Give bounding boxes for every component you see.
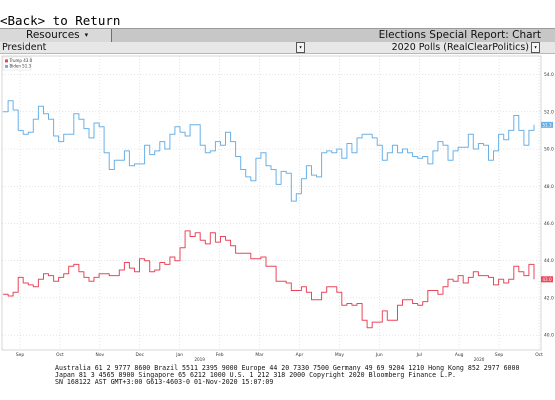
footer-line-2: Japan 81 3 4565 8900 Singapore 65 6212 1… (55, 371, 456, 379)
x-tick-label: May (335, 352, 344, 358)
x-tick-label: Oct (56, 352, 64, 358)
last-value-text-trump: 43.0 (542, 277, 552, 282)
y-tick-label: 52.0 (544, 109, 554, 115)
last-value-tag-trump (541, 276, 553, 283)
y-tick-label: 40.0 (544, 333, 554, 339)
x-tick-label: Oct (535, 352, 543, 358)
footer-contacts: Australia 61 2 9777 8600 Brazil 5511 239… (55, 365, 555, 386)
y-tick-label: 42.0 (544, 295, 554, 301)
series-line-biden (3, 100, 535, 202)
toolbar: Resources ▾ Elections Special Report: Cha… (0, 28, 555, 42)
poll-source-select[interactable]: 2020 Polls (RealClearPolitics) (304, 42, 541, 53)
legend-label-biden: Biden 51.3 (10, 64, 32, 69)
resources-menu-button[interactable]: Resources ▾ (0, 29, 112, 42)
y-tick-label: 44.0 (544, 258, 554, 264)
report-title: Elections Special Report: Chart (378, 29, 541, 41)
selector-bar: President ▾ 2020 Polls (RealClearPolitic… (0, 42, 555, 54)
x-tick-label: Sep (495, 352, 503, 358)
x-tick-label: Jul (416, 352, 422, 358)
x-tick-label: Apr (296, 352, 304, 358)
footer-line-1: Australia 61 2 9777 8600 Brazil 5511 239… (55, 364, 520, 372)
polls-line-chart: 40.0 42.0 44.0 46.0 48.0 50.0 52.0 54.0 Sep Oct No… (1, 55, 554, 362)
x-tick-label: Feb (216, 352, 224, 358)
y-tick-label: 54.0 (544, 72, 554, 78)
back-to-return-link[interactable]: <Back> to Return (0, 13, 121, 28)
poll-source-value: 2020 Polls (RealClearPolitics) (391, 42, 529, 53)
legend-label-trump: Trump 43.0 (9, 58, 33, 63)
race-select[interactable]: President (0, 42, 304, 53)
x-tick-label: Dec (136, 352, 145, 358)
x-tick-label: Aug (455, 352, 464, 358)
resources-label: Resources (26, 29, 80, 41)
x-tick-label: Nov (96, 352, 105, 358)
x-tick-label: Jun (375, 352, 383, 358)
year-label: 2020 (474, 357, 485, 362)
y-tick-label: 50.0 (544, 147, 554, 153)
x-tick-label: Jan (175, 352, 183, 358)
year-label: 2019 (194, 357, 205, 362)
legend-box (2, 56, 32, 71)
last-value-tag-biden (541, 121, 553, 128)
legend-swatch-biden (5, 64, 8, 68)
race-select-value: President (2, 42, 47, 53)
plot-frame (1, 55, 542, 351)
legend-swatch-trump (5, 59, 8, 63)
footer-line-3: SN 168122 AST GMT+3:00 G613-4603-0 01-No… (55, 378, 274, 386)
series-line-trump (3, 230, 535, 329)
poll-source-dropdown-icon[interactable]: ▾ (531, 42, 540, 53)
x-tick-label: Sep (16, 352, 24, 358)
y-tick-label: 46.0 (544, 221, 554, 227)
x-tick-label: Mar (255, 352, 263, 358)
last-value-text-biden: 51.3 (542, 122, 552, 127)
y-tick-label: 48.0 (544, 184, 554, 190)
race-dropdown-icon[interactable]: ▾ (296, 42, 305, 53)
chevron-down-icon: ▾ (84, 31, 89, 39)
